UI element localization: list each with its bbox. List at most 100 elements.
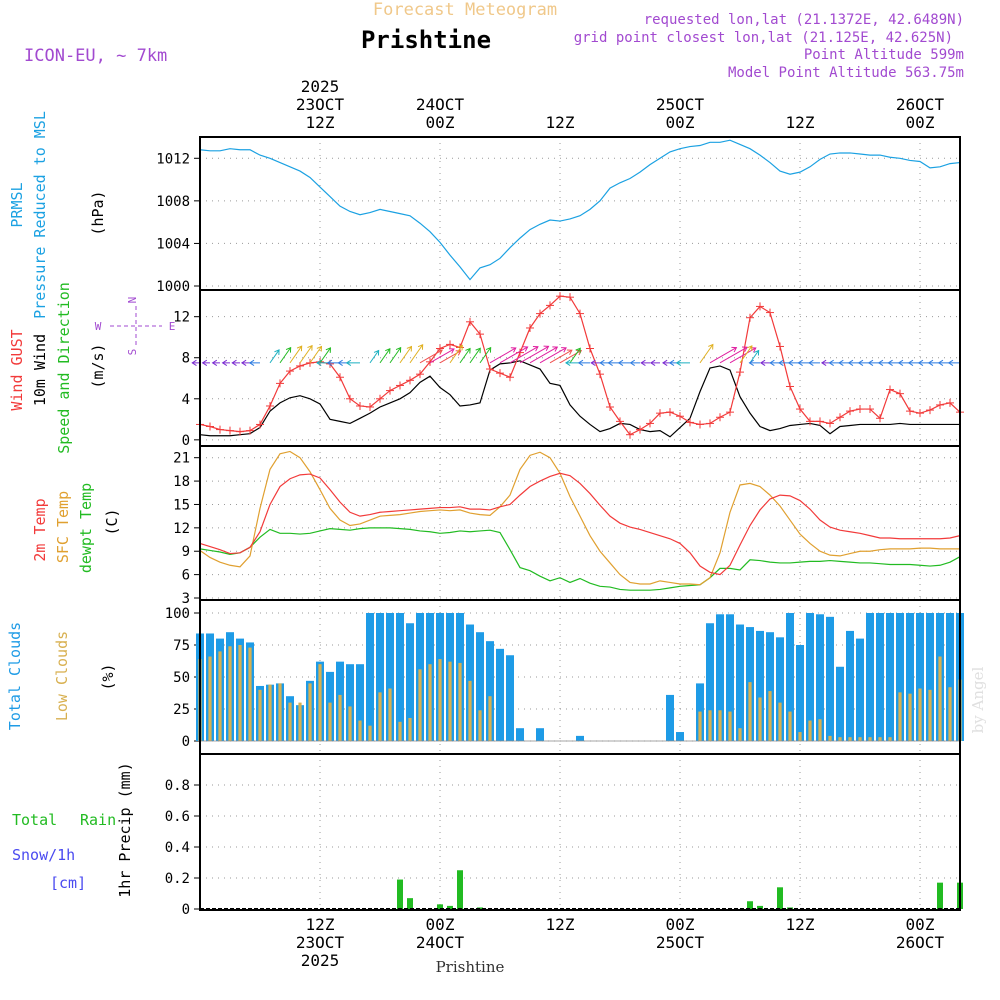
low-cloud-bar bbox=[408, 717, 412, 741]
total-cloud-bar bbox=[906, 613, 914, 741]
rain-bar bbox=[437, 904, 443, 909]
location-title: Prishtine bbox=[361, 26, 491, 54]
gust-marker bbox=[646, 419, 654, 428]
low-cloud-bar bbox=[318, 664, 322, 741]
total-cloud-bar bbox=[666, 694, 674, 741]
y-tick-label: 12 bbox=[173, 521, 190, 537]
gust-marker bbox=[896, 389, 904, 398]
gust-marker bbox=[576, 309, 584, 318]
top-time-label: 23OCT bbox=[296, 95, 345, 114]
gust-marker bbox=[596, 370, 604, 379]
wind-gust-label: Wind GUST bbox=[8, 329, 26, 410]
top-time-label: 00Z bbox=[426, 113, 455, 132]
low-cloud-bar bbox=[418, 669, 422, 741]
temp-2m-label: 2m Temp bbox=[31, 498, 49, 561]
wind-arrow bbox=[739, 345, 753, 364]
dewpt-temp-label: dewpt Temp bbox=[77, 483, 95, 573]
total-cloud-bar bbox=[496, 648, 504, 741]
gust-marker bbox=[886, 385, 894, 394]
low-cloud-bar bbox=[358, 720, 362, 741]
wind-arrow bbox=[577, 359, 590, 366]
y-tick-label: 0.2 bbox=[165, 871, 190, 887]
wind-arrow bbox=[808, 359, 820, 366]
low-cloud-bar bbox=[288, 702, 292, 741]
wind-arrow bbox=[389, 346, 402, 364]
wind-arrow bbox=[469, 347, 481, 364]
low-cloud-bar bbox=[398, 721, 402, 741]
snow-label: Snow/1h bbox=[12, 846, 75, 864]
low-cloud-bar bbox=[378, 692, 382, 741]
wind-arrow bbox=[649, 359, 660, 366]
top-time-label: 12Z bbox=[306, 113, 335, 132]
wind-arrow bbox=[429, 348, 455, 364]
top-time-label: 26OCT bbox=[896, 95, 945, 114]
total-cloud-bar bbox=[786, 613, 794, 741]
gust-marker bbox=[826, 419, 834, 428]
gust-marker bbox=[256, 420, 264, 429]
gust-marker bbox=[816, 417, 824, 426]
total-cloud-bar bbox=[946, 613, 954, 741]
wind-arrow bbox=[499, 346, 529, 364]
total-cloud-bar bbox=[886, 613, 894, 741]
wind-arrow bbox=[709, 346, 738, 364]
wind-arrow bbox=[299, 344, 313, 364]
y-tick-label: 0.8 bbox=[165, 778, 190, 794]
low-cloud-bar bbox=[918, 688, 922, 741]
low-cloud-bar bbox=[758, 697, 762, 741]
gust-marker bbox=[536, 309, 544, 318]
low-cloud-bar bbox=[478, 710, 482, 741]
gust-marker bbox=[926, 406, 934, 415]
top-time-label: 24OCT bbox=[416, 95, 465, 114]
total-cloud-bar bbox=[766, 632, 774, 741]
wind-arrow bbox=[211, 359, 220, 366]
y-tick-label: 0 bbox=[182, 734, 190, 750]
direction-west: W bbox=[95, 320, 102, 333]
low-cloud-bar bbox=[838, 737, 842, 741]
y-tick-label: 0 bbox=[182, 902, 190, 918]
gust-marker bbox=[836, 413, 844, 422]
low-cloud-bar bbox=[258, 689, 262, 741]
gust-marker bbox=[566, 293, 574, 302]
low-cloud-bar bbox=[778, 702, 782, 741]
wind-arrow bbox=[699, 343, 714, 364]
gust-marker bbox=[486, 365, 494, 374]
panel-frame bbox=[199, 136, 961, 291]
panel-2: 0 4 8 12 bbox=[173, 290, 960, 449]
low-cloud-bar bbox=[938, 656, 942, 741]
rain-bar bbox=[447, 905, 453, 909]
gust-marker bbox=[586, 344, 594, 353]
gust-marker bbox=[676, 412, 684, 421]
bottom-time-label: 00Z bbox=[666, 915, 695, 934]
panel-3: 3 6 9 12 15 18 21 bbox=[173, 446, 960, 607]
wind-arrow bbox=[489, 347, 517, 364]
snow-units-label: [cm] bbox=[50, 874, 86, 892]
low-cloud-bar bbox=[858, 737, 862, 741]
rain-bar bbox=[757, 905, 763, 909]
precip-units: 1hr Precip (mm) bbox=[116, 762, 134, 897]
temp-2m-line bbox=[199, 472, 961, 576]
direction-north: N bbox=[126, 297, 139, 304]
pressure-msl-label: Pressure Reduced to MSL bbox=[31, 111, 49, 319]
total-cloud-bar bbox=[506, 655, 514, 741]
rain-bar bbox=[777, 887, 783, 909]
direction-south: S bbox=[126, 349, 139, 356]
top-time-label: 00Z bbox=[906, 113, 935, 132]
gust-marker bbox=[666, 408, 674, 417]
wind-arrow bbox=[629, 359, 640, 366]
low-cloud-bar bbox=[328, 702, 332, 741]
low-cloud-bar bbox=[228, 646, 232, 741]
gust-marker bbox=[546, 301, 554, 310]
wind-10m-label: 10m Wind bbox=[31, 334, 49, 406]
total-cloud-bar bbox=[386, 613, 394, 741]
low-cloud-bar bbox=[748, 682, 752, 741]
wind-arrow bbox=[675, 359, 690, 366]
total-cloud-bar bbox=[346, 664, 354, 741]
bottom-time-label: 2025 bbox=[301, 951, 340, 970]
gust-marker bbox=[796, 405, 804, 414]
total-cloud-bar bbox=[916, 613, 924, 741]
bottom-time-label: 12Z bbox=[546, 915, 575, 934]
gust-marker bbox=[416, 370, 424, 379]
gust-marker bbox=[476, 330, 484, 339]
